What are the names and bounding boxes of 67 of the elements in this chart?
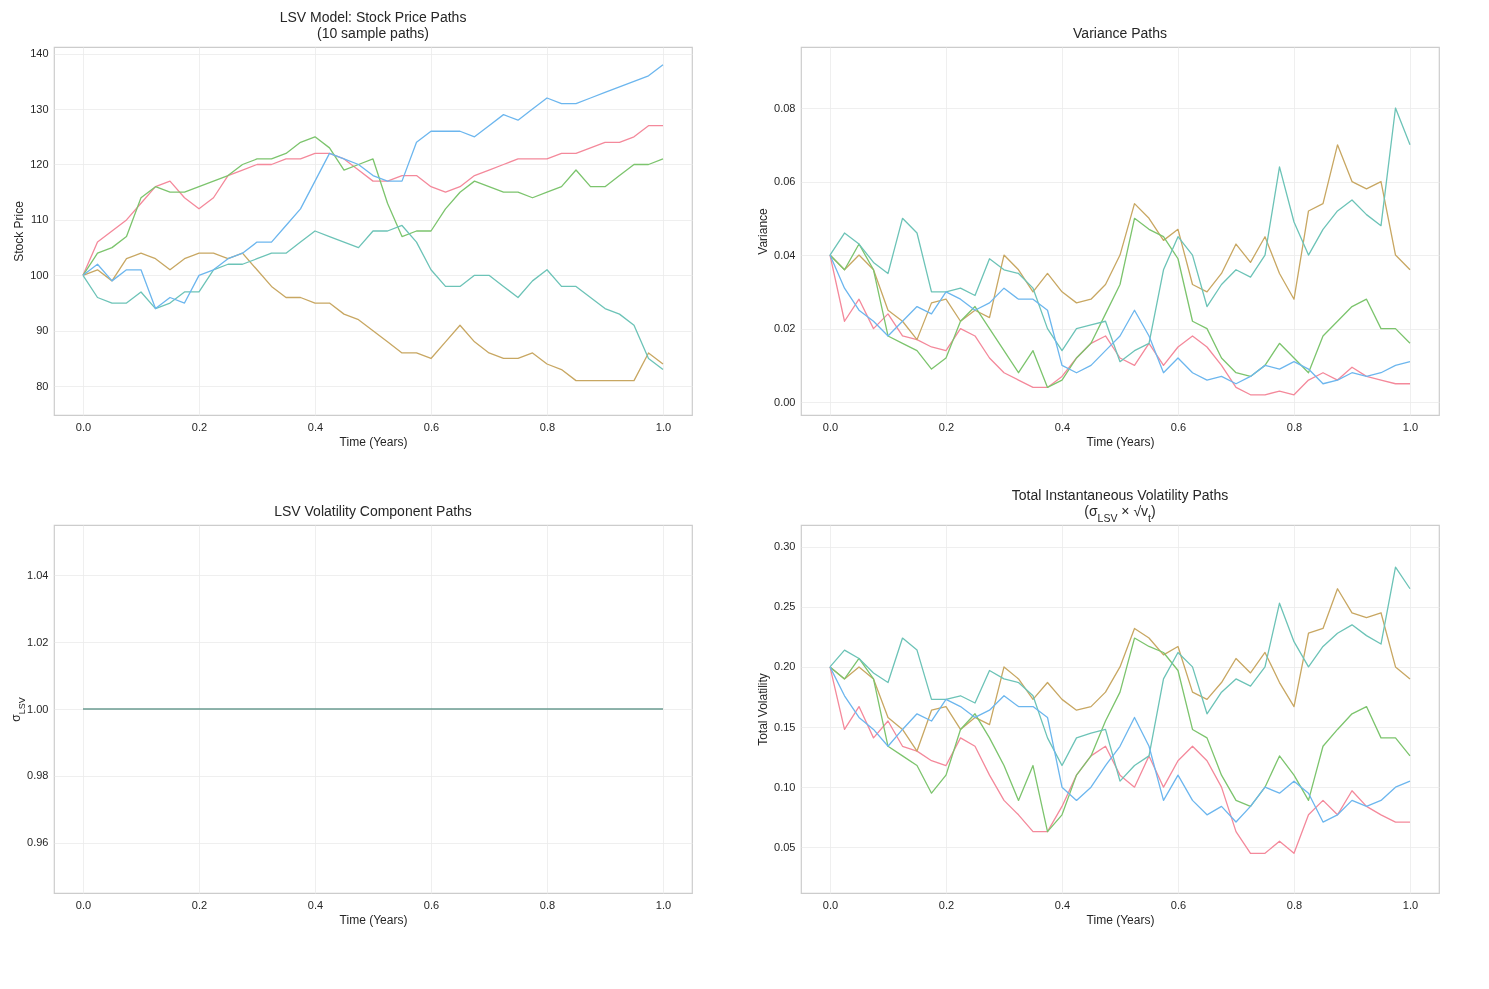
y-tick-label: 1.00 — [27, 702, 49, 715]
x-tick-label: 0.8 — [1286, 898, 1303, 911]
x-tick-label: 0.8 — [1286, 420, 1303, 433]
line-series — [829, 217, 1411, 389]
y-tick-label: 0.05 — [774, 840, 796, 853]
chart-title: LSV Model: Stock Price Paths (10 sample paths) — [279, 9, 467, 41]
line-series — [82, 252, 664, 382]
y-tick-label: 1.04 — [27, 568, 49, 581]
y-tick-label: 0.04 — [774, 248, 796, 261]
y-tick-label: 1.02 — [27, 635, 49, 648]
y-tick-label: 0.02 — [774, 322, 796, 335]
y-tick-label: 0.15 — [774, 720, 796, 733]
y-tick-label: 0.96 — [27, 836, 49, 849]
y-tick-label: 80 — [36, 379, 49, 392]
y-tick-label: 0.25 — [774, 600, 796, 613]
y-tick-label: 120 — [30, 157, 49, 170]
x-tick-label: 0.2 — [938, 420, 955, 433]
x-tick-label: 0.6 — [1170, 898, 1187, 911]
y-tick-label: 0.08 — [774, 101, 796, 114]
y-tick-label: 110 — [30, 213, 49, 226]
x-axis-title: Time (Years) — [339, 434, 408, 449]
chart-title: Total Instantaneous Volatility Paths (σ$_{LSV}$ × √v$_{t}$) — [1011, 487, 1229, 524]
x-tick-label: 0.8 — [539, 420, 556, 433]
x-tick-label: 0.4 — [307, 420, 324, 433]
y-tick-label: 0.30 — [774, 540, 796, 553]
line-series — [829, 666, 1411, 823]
y-axis-title: Total Volatility — [756, 673, 771, 746]
line-series — [829, 666, 1411, 854]
x-tick-label: 0.6 — [423, 420, 440, 433]
x-axis-title: Time (Years) — [1086, 434, 1155, 449]
x-tick-label: 0.6 — [423, 898, 440, 911]
x-tick-label: 0.4 — [307, 898, 324, 911]
line-series — [829, 107, 1411, 363]
x-tick-label: 1.0 — [1402, 420, 1419, 433]
x-tick-label: 0.0 — [822, 898, 839, 911]
chart-title: Variance Paths — [1073, 25, 1167, 41]
y-tick-label: 0.00 — [774, 395, 796, 408]
y-tick-label: 0.98 — [27, 769, 49, 782]
y-tick-label: 130 — [30, 102, 49, 115]
x-tick-label: 1.0 — [655, 898, 672, 911]
y-tick-label: 90 — [36, 324, 49, 337]
x-tick-label: 0.4 — [1054, 420, 1071, 433]
y-axis-title: Stock Price — [12, 200, 27, 262]
x-tick-label: 1.0 — [655, 420, 672, 433]
x-tick-label: 0.2 — [938, 898, 955, 911]
x-tick-label: 0.2 — [191, 898, 208, 911]
line-series — [829, 566, 1411, 782]
x-tick-label: 0.8 — [539, 898, 556, 911]
line-series — [82, 64, 664, 310]
y-tick-label: 0.20 — [774, 660, 796, 673]
line-series — [82, 224, 664, 371]
x-tick-label: 0.6 — [1170, 420, 1187, 433]
x-tick-label: 0.0 — [75, 898, 92, 911]
x-tick-label: 0.4 — [1054, 898, 1071, 911]
x-tick-label: 0.0 — [822, 420, 839, 433]
y-tick-label: 100 — [30, 268, 49, 281]
y-axis-title: Variance — [756, 207, 771, 255]
chart-title: LSV Volatility Component Paths — [274, 503, 472, 519]
y-tick-label: 0.06 — [774, 175, 796, 188]
y-tick-label: 0.10 — [774, 780, 796, 793]
x-axis-title: Time (Years) — [1086, 912, 1155, 927]
line-series — [829, 637, 1411, 833]
x-tick-label: 1.0 — [1402, 898, 1419, 911]
x-tick-label: 0.2 — [191, 420, 208, 433]
x-tick-label: 0.0 — [75, 420, 92, 433]
y-tick-label: 140 — [30, 47, 49, 60]
x-axis-title: Time (Years) — [339, 912, 408, 927]
